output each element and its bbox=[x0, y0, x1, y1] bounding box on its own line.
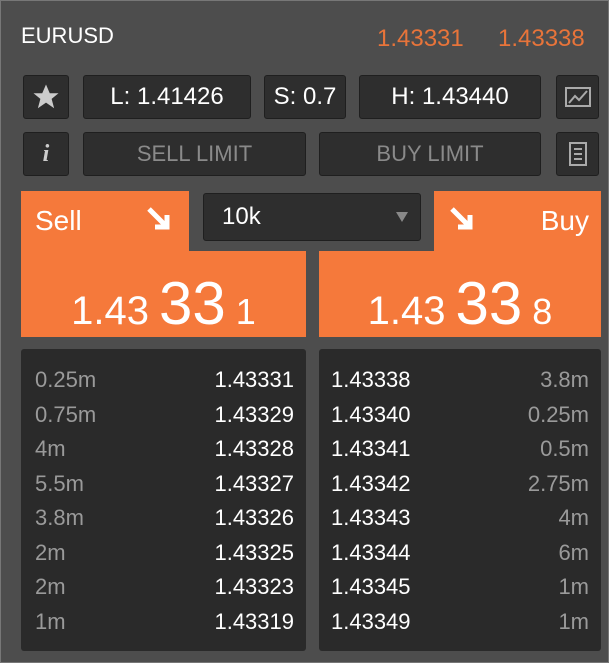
depth-row: 0.75m 1.43329 bbox=[21, 398, 306, 432]
bid-price: 1.43329 bbox=[214, 401, 294, 427]
ask-price: 1.43341 bbox=[331, 436, 411, 461]
ask-price: 1.43338 bbox=[331, 367, 411, 392]
buy-price[interactable]: 1.43 33 8 bbox=[319, 251, 601, 337]
bid-volume: 4m bbox=[35, 436, 66, 461]
bid-price: 1.43319 bbox=[214, 608, 294, 634]
price-pips: 33 bbox=[455, 270, 523, 337]
price-big: 1.43 bbox=[71, 289, 150, 333]
sell-limit-button[interactable]: SELL LIMIT bbox=[83, 132, 306, 176]
bid-volume: 0.25m bbox=[35, 367, 97, 392]
ask-price: 1.43342 bbox=[331, 470, 411, 496]
depth-row: 1.43345 1m bbox=[319, 570, 601, 604]
price-pips: 33 bbox=[159, 270, 226, 337]
depth-row: 0.25m 1.43331 bbox=[21, 363, 306, 397]
ask: 1.43338 bbox=[498, 25, 585, 52]
low: L: 1.41426 bbox=[83, 75, 251, 119]
sell-label: Sell bbox=[35, 205, 82, 236]
ask-volume: 0.25m bbox=[527, 401, 589, 427]
depth-row: 2m 1.43325 bbox=[21, 536, 306, 570]
bid-price: 1.43325 bbox=[214, 539, 294, 565]
bids-panel: 0.25m 1.43331 0.75m 1.43329 4m 1.43328 5.5m 1.4… bbox=[21, 349, 306, 651]
favorite-button[interactable] bbox=[23, 75, 69, 119]
star-icon bbox=[33, 84, 59, 109]
arrow-icon bbox=[450, 207, 473, 230]
volume-select[interactable]: 10k bbox=[203, 193, 421, 241]
bid-price: 1.43326 bbox=[214, 505, 294, 530]
ask-volume: 2.75m bbox=[527, 470, 589, 496]
buy-limit-button[interactable]: BUY LIMIT bbox=[319, 132, 541, 176]
ask-volume: 1m bbox=[558, 574, 589, 599]
dropdown-arrow bbox=[396, 212, 408, 222]
bid-volume: 5.5m bbox=[35, 470, 84, 496]
doc-icon bbox=[568, 142, 587, 166]
bid-price: 1.43327 bbox=[214, 470, 294, 496]
asks-panel: 1.43338 3.8m 1.43340 0.25m 1.43341 0.5m 1.4334… bbox=[319, 349, 601, 651]
depth-row: 2m 1.43323 bbox=[21, 570, 306, 604]
spread: S: 0.7 bbox=[264, 75, 346, 119]
bid-volume: 3.8m bbox=[35, 505, 84, 530]
chart-icon bbox=[564, 87, 591, 107]
ask-volume: 3.8m bbox=[540, 367, 589, 392]
depth-row: 5.5m 1.43327 bbox=[21, 467, 306, 501]
ask-volume: 0.5m bbox=[540, 436, 589, 461]
ask-price: 1.43344 bbox=[331, 539, 411, 565]
depth-row: 1.43341 0.5m bbox=[319, 432, 601, 466]
volume: 10k bbox=[222, 203, 261, 230]
depth-row: 1.43349 1m bbox=[319, 605, 601, 639]
log-button[interactable] bbox=[556, 132, 599, 176]
ask-volume: 4m bbox=[558, 505, 589, 530]
symbol: EURUSD bbox=[21, 23, 114, 48]
buy-button[interactable]: Buy bbox=[434, 191, 601, 253]
info-button[interactable]: i bbox=[23, 132, 69, 176]
ask-price: 1.43349 bbox=[331, 608, 411, 634]
depth-row: 1.43344 6m bbox=[319, 536, 601, 570]
depth-row: 1.43342 2.75m bbox=[319, 467, 601, 501]
arrow-icon bbox=[147, 207, 170, 230]
bid-price: 1.43323 bbox=[214, 574, 294, 599]
bid-volume: 2m bbox=[35, 539, 66, 565]
depth-row: 1.43340 0.25m bbox=[319, 398, 601, 432]
price-big: 1.43 bbox=[367, 289, 446, 333]
bid: 1.43331 bbox=[377, 25, 464, 52]
depth-row: 1.43343 4m bbox=[319, 501, 601, 535]
ask-price: 1.43340 bbox=[331, 401, 411, 427]
depth-row: 1m 1.43319 bbox=[21, 605, 306, 639]
bid-volume: 2m bbox=[35, 574, 66, 599]
bid-volume: 0.75m bbox=[35, 401, 97, 427]
price-fraction: 1 bbox=[235, 291, 256, 332]
price-fraction: 8 bbox=[532, 291, 553, 332]
bid-volume: 1m bbox=[35, 608, 66, 634]
buy-label: Buy bbox=[540, 205, 589, 236]
sell-price[interactable]: 1.43 33 1 bbox=[21, 251, 306, 337]
ask-price: 1.43345 bbox=[331, 574, 411, 599]
ask-volume: 1m bbox=[558, 608, 589, 634]
chart-button[interactable] bbox=[556, 75, 599, 119]
bid-price: 1.43331 bbox=[214, 367, 294, 392]
depth-row: 3.8m 1.43326 bbox=[21, 501, 306, 535]
sell-button[interactable]: Sell bbox=[21, 191, 189, 253]
bid-price: 1.43328 bbox=[214, 436, 294, 461]
ask-price: 1.43343 bbox=[331, 505, 411, 530]
ask-volume: 6m bbox=[558, 539, 589, 565]
depth-row: 1.43338 3.8m bbox=[319, 363, 601, 397]
depth-row: 4m 1.43328 bbox=[21, 432, 306, 466]
high: H: 1.43440 bbox=[359, 75, 541, 119]
